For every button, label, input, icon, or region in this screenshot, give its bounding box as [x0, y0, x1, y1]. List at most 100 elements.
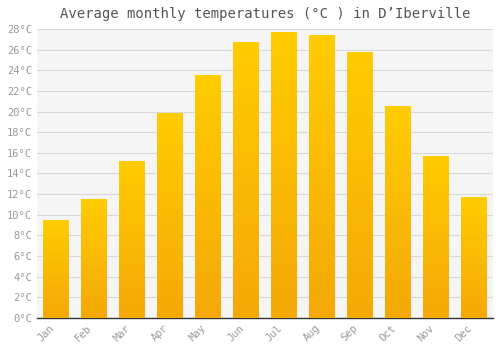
Bar	[422, 168, 450, 170]
Bar	[156, 292, 183, 295]
Bar	[156, 305, 183, 308]
Bar	[232, 159, 259, 163]
Bar	[118, 182, 145, 184]
Bar	[118, 175, 145, 177]
Bar	[42, 310, 69, 312]
Bar	[118, 306, 145, 308]
Bar	[270, 35, 297, 39]
Bar	[308, 183, 336, 187]
Bar	[80, 217, 107, 218]
Bar	[80, 278, 107, 279]
Bar	[194, 199, 221, 203]
Bar	[156, 238, 183, 241]
Bar	[42, 242, 69, 243]
Bar	[270, 221, 297, 225]
Bar	[118, 269, 145, 271]
Bar	[80, 313, 107, 315]
Bar	[346, 135, 374, 138]
Bar	[308, 236, 336, 240]
Bar	[270, 32, 297, 36]
Bar	[156, 188, 183, 190]
Bar	[346, 198, 374, 202]
Bar	[460, 235, 487, 236]
Bar	[422, 188, 450, 190]
Bar	[308, 190, 336, 194]
Bar	[346, 288, 374, 291]
Bar	[460, 275, 487, 277]
Bar	[346, 158, 374, 161]
Bar	[194, 115, 221, 118]
Bar	[384, 259, 411, 262]
Bar	[80, 250, 107, 251]
Bar	[42, 285, 69, 286]
Bar	[156, 218, 183, 221]
Bar	[156, 129, 183, 132]
Bar	[80, 263, 107, 265]
Bar	[42, 254, 69, 256]
Bar	[194, 278, 221, 281]
Bar	[270, 82, 297, 86]
Bar	[156, 223, 183, 226]
Bar	[232, 111, 259, 115]
Bar	[232, 245, 259, 249]
Bar	[80, 281, 107, 282]
Bar	[42, 266, 69, 268]
Bar	[346, 268, 374, 271]
Bar	[118, 176, 145, 179]
Bar	[422, 303, 450, 306]
Bar	[346, 62, 374, 65]
Bar	[42, 245, 69, 247]
Bar	[460, 292, 487, 294]
Bar	[80, 293, 107, 294]
Bar	[460, 263, 487, 265]
Bar	[346, 228, 374, 231]
Bar	[232, 280, 259, 284]
Bar	[460, 247, 487, 248]
Bar	[460, 257, 487, 259]
Bar	[346, 314, 374, 318]
Bar	[308, 215, 336, 219]
Bar	[232, 56, 259, 60]
Bar	[422, 158, 450, 160]
Bar	[232, 314, 259, 318]
Bar	[42, 276, 69, 278]
Bar	[346, 85, 374, 88]
Bar	[80, 261, 107, 263]
Bar	[308, 70, 336, 74]
Bar	[384, 217, 411, 220]
Bar	[346, 118, 374, 121]
Bar	[422, 172, 450, 174]
Bar	[308, 46, 336, 49]
Bar	[118, 196, 145, 198]
Bar	[156, 134, 183, 136]
Bar	[308, 208, 336, 212]
Bar	[384, 109, 411, 112]
Bar	[232, 101, 259, 104]
Bar	[422, 306, 450, 308]
Bar	[232, 262, 259, 266]
Bar	[118, 261, 145, 263]
Bar	[422, 226, 450, 229]
Bar	[118, 181, 145, 183]
Bar	[460, 226, 487, 228]
Bar	[80, 212, 107, 214]
Bar	[422, 263, 450, 265]
Bar	[118, 212, 145, 214]
Bar	[460, 306, 487, 307]
Bar	[384, 112, 411, 114]
Bar	[384, 262, 411, 265]
Bar	[42, 315, 69, 317]
Bar	[80, 236, 107, 238]
Bar	[460, 224, 487, 226]
Bar	[422, 180, 450, 182]
Bar	[42, 296, 69, 297]
Bar	[384, 135, 411, 138]
Bar	[156, 144, 183, 147]
Bar	[422, 200, 450, 203]
Bar	[346, 91, 374, 95]
Bar	[384, 141, 411, 144]
Bar	[460, 316, 487, 318]
Bar	[270, 128, 297, 132]
Bar	[80, 269, 107, 271]
Bar	[270, 282, 297, 286]
